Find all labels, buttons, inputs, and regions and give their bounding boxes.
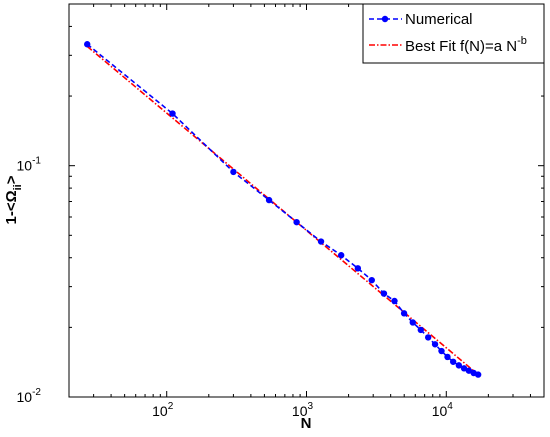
data-point [417,326,424,334]
y-axis-label-subscript: ii [12,184,24,190]
x-tick-label: 103 [292,401,314,419]
legend-box [362,3,545,64]
y-tick-label-base: 10 [17,158,33,174]
y-axis-label-group: 1-<Ωii> [3,175,24,224]
data-point [317,238,325,245]
x-tick-label-exponent: 3 [308,401,314,412]
y-tick-label-exponent: -2 [32,387,41,398]
data-point [354,265,362,272]
data-point [431,341,439,348]
x-tick-label-base: 10 [292,403,308,419]
svg-text:1-<Ωii>: 1-<Ωii> [3,175,24,224]
data-point [474,371,482,378]
x-tick-label-exponent: 2 [168,401,174,412]
x-tick-label-base: 10 [152,403,168,419]
data-point [438,347,445,355]
legend-marker-numerical [381,15,389,23]
x-tick-label-base: 10 [432,403,448,419]
y-tick-label: 10-2 [17,387,42,405]
data-point [380,290,388,297]
y-tick-label-exponent: -1 [32,156,41,167]
data-point [293,218,300,226]
data-point [337,252,345,259]
data-point [368,276,375,284]
y-tick-label: 10-1 [17,156,42,174]
legend: Numerical Best Fit f(N)=a N-b [362,3,545,64]
legend-label-fit-exponent: -b [517,35,527,47]
legend-label-fit-text: Best Fit f(N)=a N [405,38,517,55]
data-point [460,365,468,372]
x-tick-label-exponent: 4 [447,401,453,412]
data-point [444,353,451,361]
data-point [449,358,457,365]
data-point [230,168,237,176]
y-tick-label-base: 10 [17,389,33,405]
x-axis-label: N [301,415,312,432]
data-point [465,367,473,374]
legend-label-fit: Best Fit f(N)=a N-b [405,35,527,55]
data-point [455,362,463,369]
y-axis-label: 1-<Ω [3,190,20,224]
data-point [169,110,176,117]
x-tick-label: 104 [432,401,454,419]
data-point [400,310,408,317]
data-point [84,41,91,48]
data-point [391,297,398,305]
series-layer [84,41,482,378]
data-point [409,319,416,326]
data-point [424,334,432,341]
legend-label-numerical: Numerical [405,11,473,28]
x-tick-label: 102 [152,401,174,419]
data-point [265,196,273,204]
